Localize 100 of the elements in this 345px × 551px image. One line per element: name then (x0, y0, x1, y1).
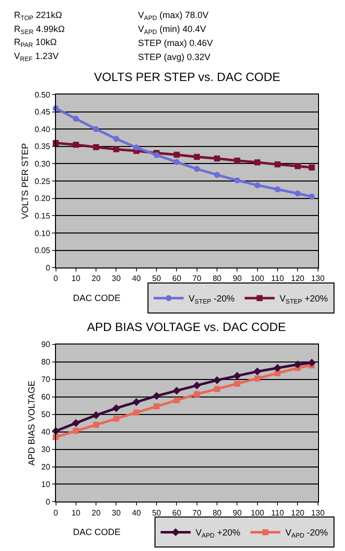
y-tick-label: 0 (46, 498, 51, 507)
y-tick-label: 90 (41, 340, 51, 350)
point (154, 403, 160, 410)
point (72, 419, 80, 427)
point (112, 404, 120, 412)
x-axis-title: DAC CODE (73, 293, 121, 303)
x-tick-label: 50 (152, 274, 162, 284)
x-tick-label: 70 (192, 508, 202, 518)
x-tick-label: 60 (172, 274, 182, 284)
point (194, 154, 200, 160)
x-tick-label: 80 (212, 274, 222, 284)
point (113, 146, 120, 152)
text: R$_{SER}$ 4.99kΩ (14, 24, 65, 36)
point (274, 364, 282, 372)
y-tick-label: 70 (41, 375, 51, 384)
y-tick-label: 0.15 (34, 211, 51, 220)
point (233, 372, 241, 380)
x-tick-label: 130 (311, 508, 326, 518)
x-tick-label: 110 (271, 274, 284, 284)
y-tick-label: 0.25 (34, 176, 51, 186)
point (294, 163, 301, 170)
point (254, 375, 260, 382)
chart-title: APD BIAS VOLTAGE vs. DAC CODE (87, 320, 286, 334)
point (93, 144, 100, 150)
legend-label: V$_{APD}$ +20% (196, 528, 240, 540)
point (113, 136, 120, 142)
x-tick-label: 40 (132, 274, 142, 284)
text: R$_{TOP}$ 221kΩ (14, 10, 62, 22)
point (308, 194, 315, 200)
y-tick-label: 30 (41, 445, 51, 454)
point (254, 368, 262, 376)
y-tick-label: 60 (41, 392, 51, 402)
x-tick-label: 20 (92, 508, 102, 518)
x-tick-label: 120 (291, 274, 305, 284)
x-tick-label: 50 (152, 508, 162, 518)
x-tick-label: 100 (250, 508, 265, 518)
y-tick-label: 0.40 (34, 124, 51, 134)
y-tick-label: 0.30 (34, 160, 51, 169)
point (132, 398, 140, 406)
x-tick-label: 90 (232, 274, 242, 284)
point (254, 159, 260, 166)
x-tick-label: 70 (192, 274, 202, 284)
y-tick-label: 0 (46, 263, 51, 272)
x-tick-label: 110 (271, 508, 284, 518)
point (72, 142, 79, 148)
point (274, 161, 281, 168)
point (92, 411, 100, 419)
legend-label: V$_{STEP}$ +20% (280, 294, 328, 306)
x-tick-label: 60 (172, 508, 182, 518)
point (214, 386, 220, 392)
point (193, 382, 201, 390)
x-tick-label: 10 (71, 508, 81, 518)
y-tick-label: 0.50 (34, 90, 51, 100)
y-tick-label: 50 (41, 410, 51, 420)
point (174, 159, 180, 166)
y-tick-label: 0.05 (34, 246, 51, 256)
point (254, 182, 260, 188)
y-tick-label: 10 (41, 480, 51, 490)
x-tick-label: 20 (92, 274, 102, 284)
point (214, 156, 220, 162)
text: R$_{PAR}$ 10kΩ (14, 37, 57, 49)
text: V$_{APD}$ (min) 40.4V (138, 24, 206, 36)
x-tick-label: 120 (291, 508, 305, 518)
x-tick-label: 90 (232, 508, 242, 518)
y-tick-label: 40 (41, 428, 51, 437)
point (93, 126, 100, 132)
point (234, 177, 240, 184)
point (274, 186, 281, 192)
point (174, 397, 180, 404)
point (194, 166, 200, 172)
point (172, 386, 180, 394)
point (174, 152, 180, 158)
text: STEP (max) 0.46V (138, 38, 213, 48)
point (72, 116, 79, 122)
x-tick-label: 30 (112, 274, 122, 284)
point (214, 172, 220, 178)
chart-title: VOLTS PER STEP vs. DAC CODE (94, 70, 280, 84)
y-tick-label: 0.20 (34, 194, 51, 204)
x-axis-title: DAC CODE (73, 527, 121, 537)
point (72, 428, 79, 434)
text: V$_{APD}$ (max) 78.0V (138, 10, 208, 22)
point (213, 376, 221, 384)
x-tick-label: 40 (132, 508, 142, 518)
y-tick-label: 80 (41, 358, 51, 367)
point (152, 392, 160, 400)
y-tick-label: 0.35 (34, 142, 51, 152)
x-tick-label: 0 (54, 274, 59, 284)
point (294, 190, 301, 197)
point (294, 360, 302, 368)
point (308, 358, 316, 366)
point (133, 410, 140, 416)
point (194, 391, 200, 398)
point (113, 416, 120, 422)
y-tick-label: 0.45 (34, 108, 51, 117)
x-tick-label: 30 (112, 508, 122, 518)
point (274, 370, 281, 376)
legend-label: V$_{APD}$ -20% (285, 528, 328, 540)
point (308, 164, 315, 171)
text: V$_{REF}$ 1.23V (14, 51, 59, 63)
legend-label: V$_{STEP}$ -20% (188, 294, 235, 306)
